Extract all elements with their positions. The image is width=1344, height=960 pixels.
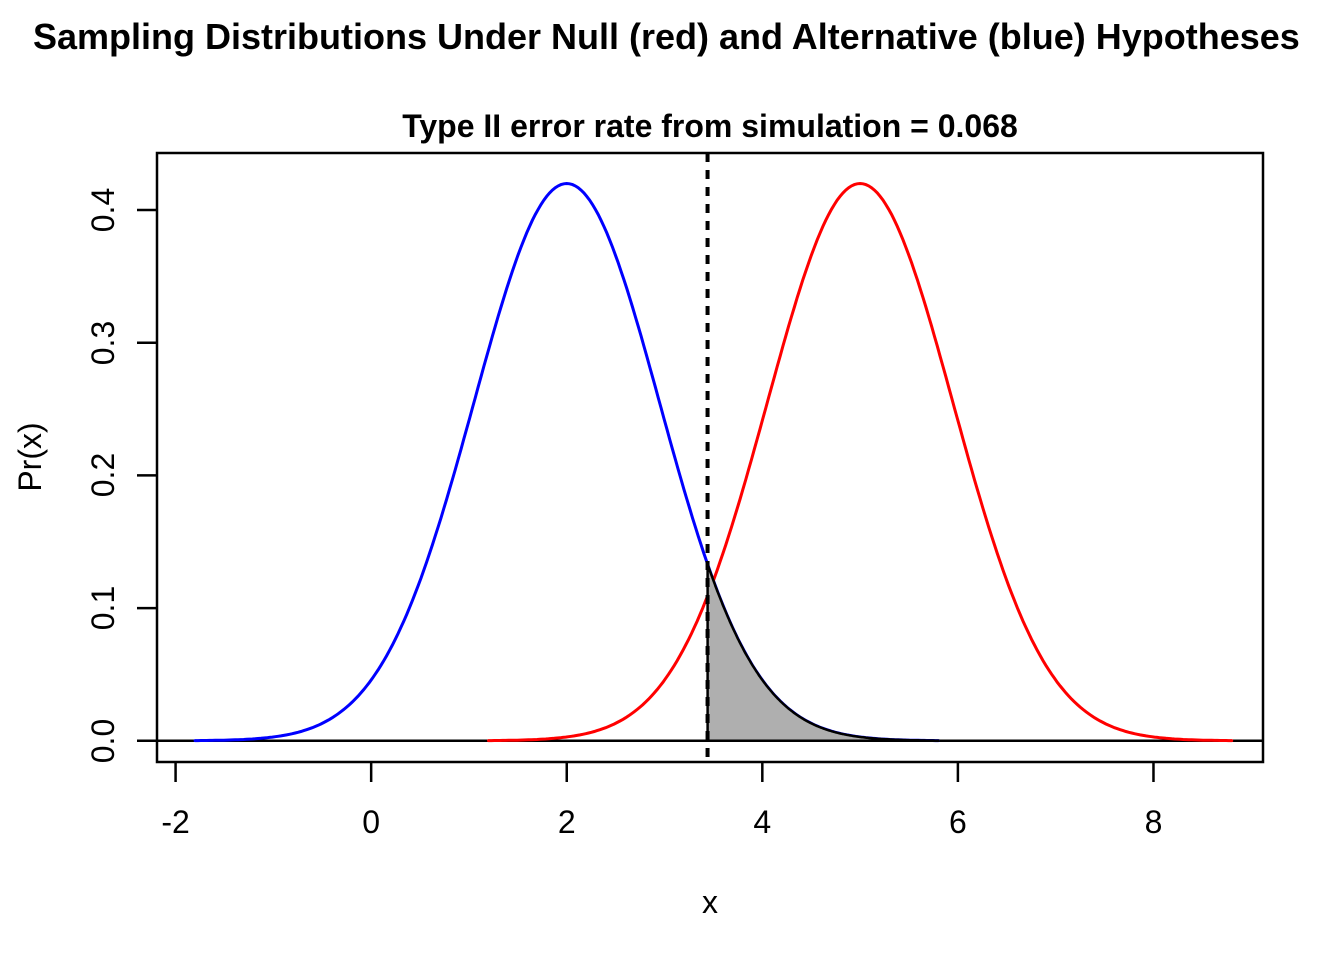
x-axis-title: x <box>702 884 718 920</box>
alternative-curve <box>193 181 940 743</box>
plot-title: Type II error rate from simulation = 0.0… <box>402 108 1018 144</box>
y-axis-title: Pr(x) <box>12 422 48 492</box>
type2-error-region <box>706 563 940 743</box>
plot-box <box>155 151 1265 764</box>
main-title: Sampling Distributions Under Null (red) … <box>33 16 1300 57</box>
null-curve <box>487 181 1234 743</box>
